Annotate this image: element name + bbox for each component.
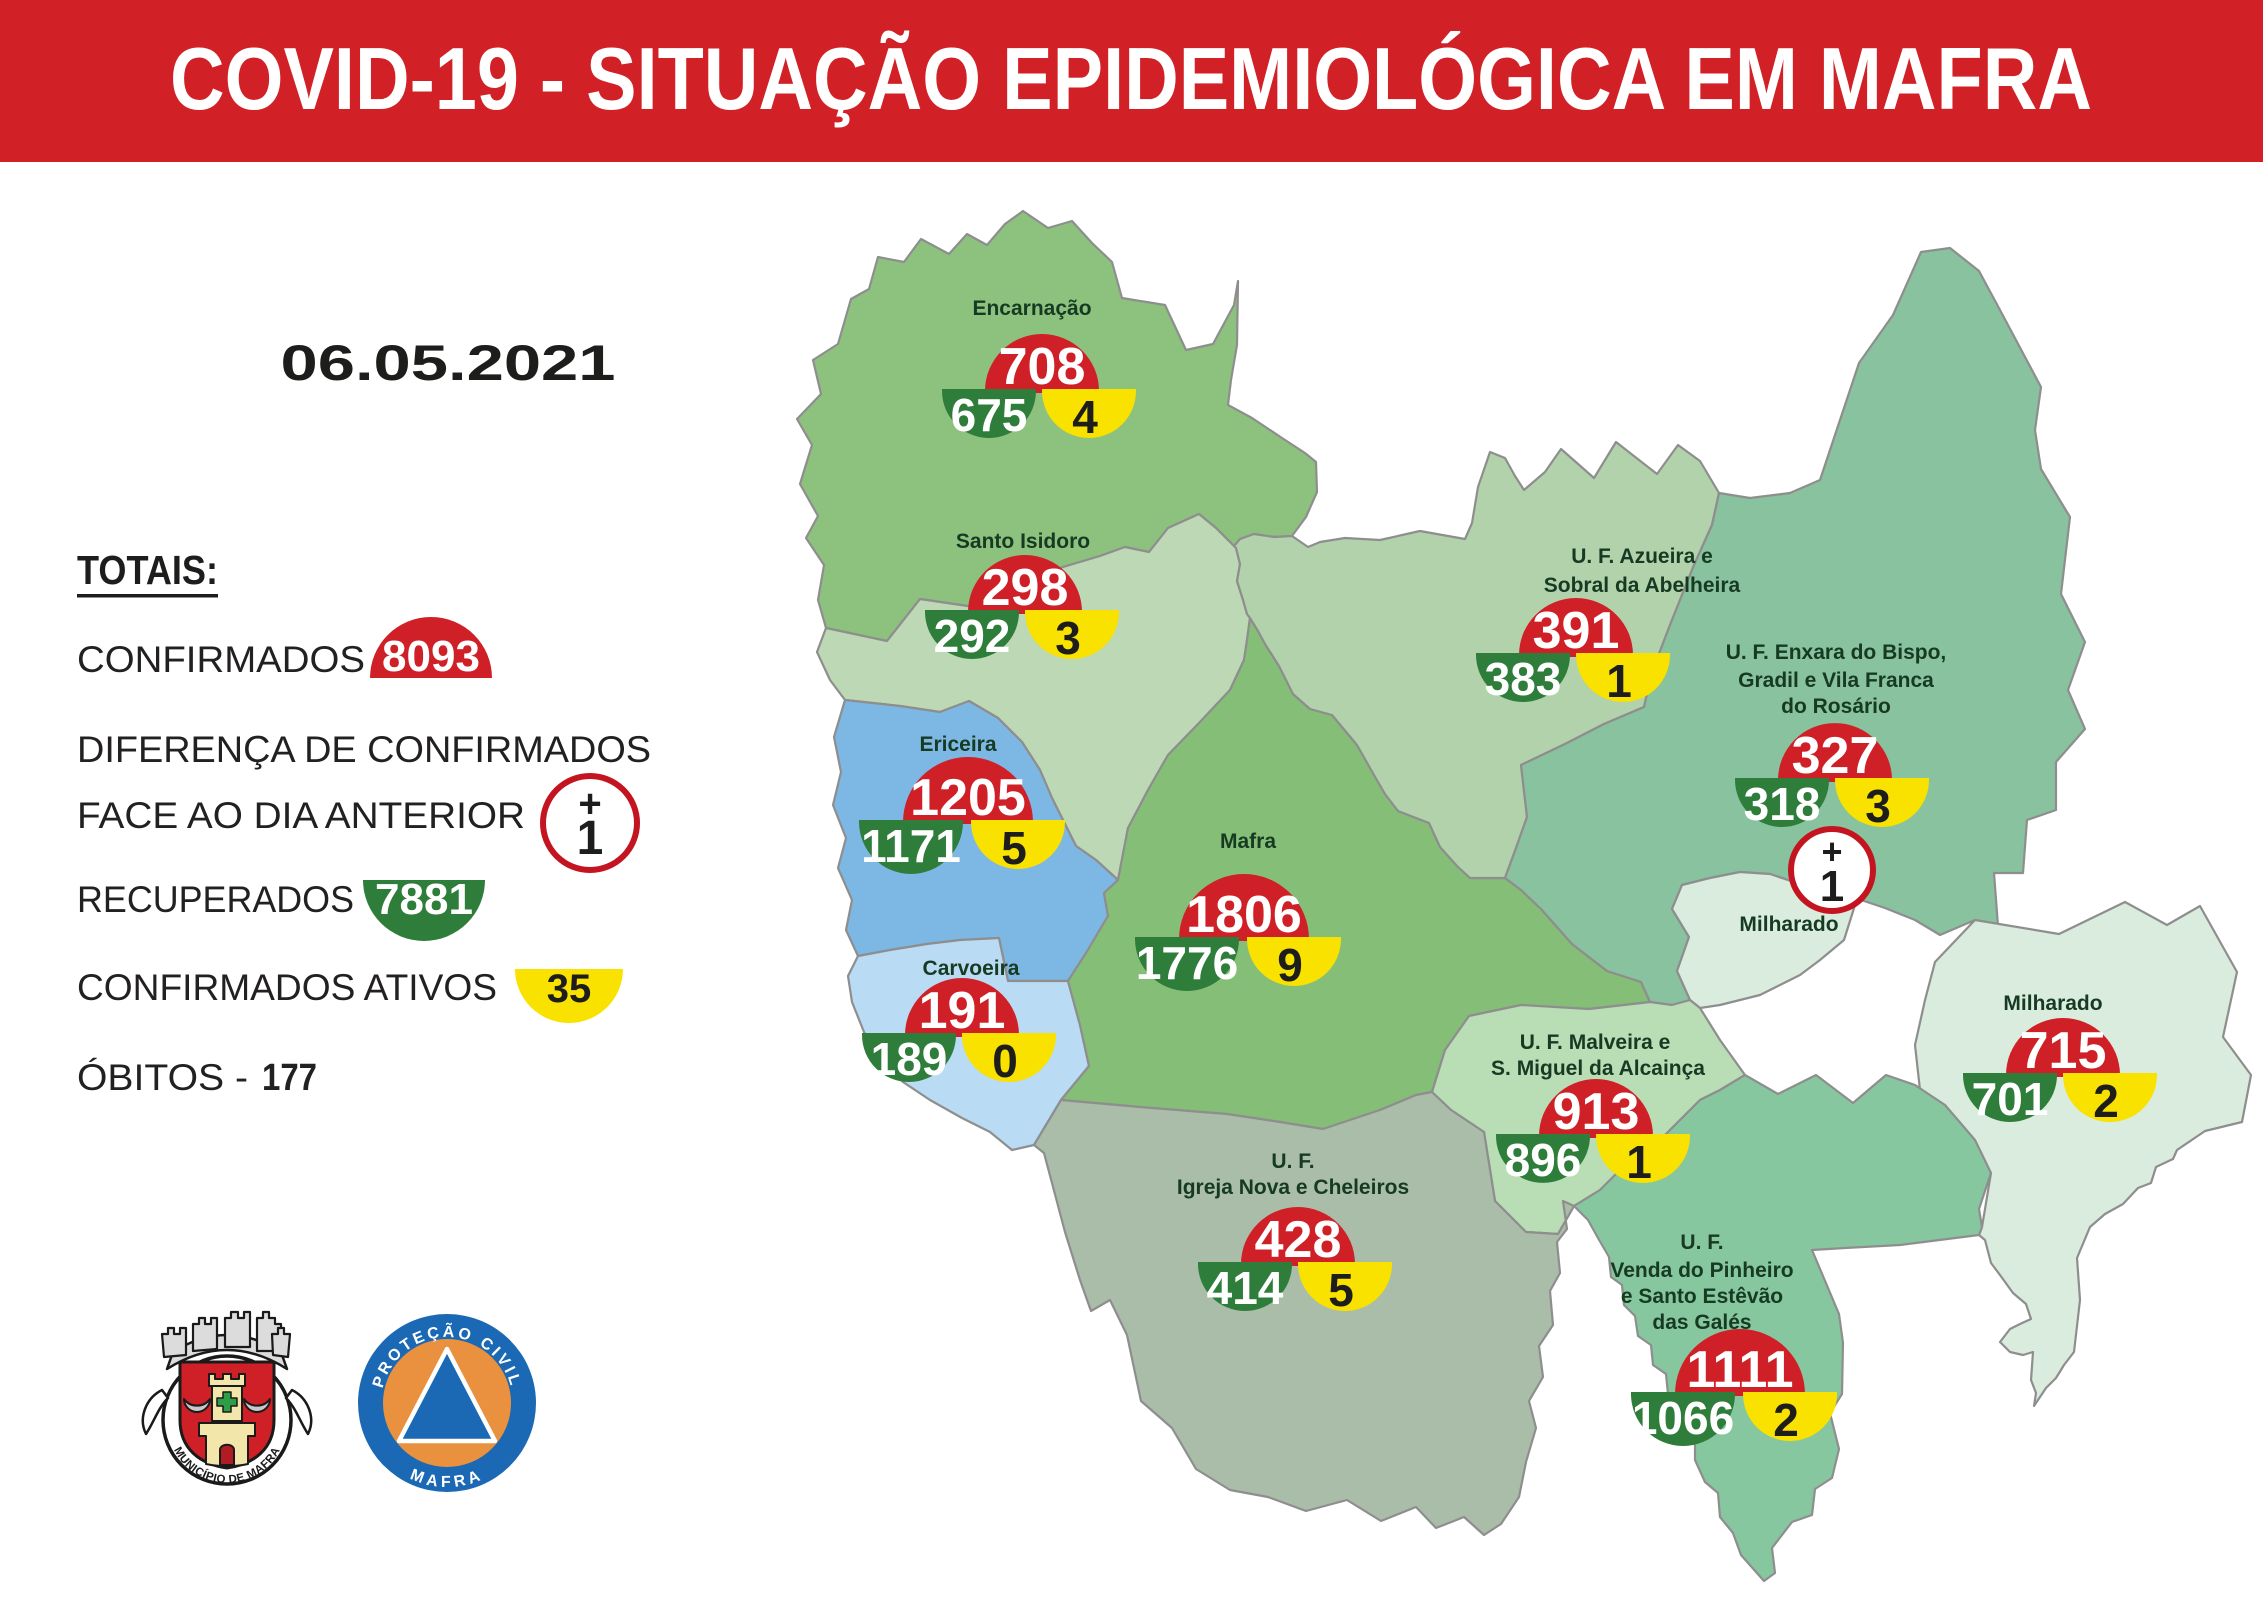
svg-text:U. F. Enxara do Bispo,: U. F. Enxara do Bispo,	[1726, 641, 1947, 664]
svg-text:1: 1	[577, 812, 604, 865]
svg-text:2: 2	[1773, 1394, 1799, 1446]
svg-text:ÓBITOS -: ÓBITOS -	[77, 1057, 248, 1098]
svg-text:2: 2	[2093, 1075, 2119, 1127]
svg-text:DIFERENÇA DE CONFIRMADOS: DIFERENÇA DE CONFIRMADOS	[77, 729, 651, 770]
svg-text:9: 9	[1277, 939, 1303, 991]
svg-text:+: +	[1821, 831, 1842, 872]
svg-text:35: 35	[547, 967, 592, 1011]
svg-text:CONFIRMADOS: CONFIRMADOS	[77, 639, 365, 680]
svg-text:414: 414	[1207, 1262, 1284, 1314]
svg-text:Sobral da Abelheira: Sobral da Abelheira	[1544, 574, 1741, 597]
svg-text:701: 701	[1972, 1073, 2049, 1125]
svg-text:+: +	[578, 782, 601, 826]
svg-text:FACE AO DIA ANTERIOR: FACE AO DIA ANTERIOR	[77, 795, 525, 836]
svg-text:5: 5	[1328, 1264, 1354, 1316]
svg-text:1066: 1066	[1632, 1392, 1734, 1444]
svg-text:189: 189	[871, 1033, 948, 1085]
svg-text:U. F. Azueira e: U. F. Azueira e	[1571, 545, 1713, 568]
svg-text:U. F. Malveira e: U. F. Malveira e	[1520, 1031, 1671, 1054]
svg-text:06.05.2021: 06.05.2021	[281, 335, 616, 391]
svg-text:318: 318	[1744, 778, 1821, 830]
svg-text:292: 292	[934, 610, 1011, 662]
svg-text:5: 5	[1001, 822, 1027, 874]
svg-text:1806: 1806	[1186, 886, 1302, 944]
svg-text:COVID-19 - SITUAÇÃO EPIDEMIOLÓ: COVID-19 - SITUAÇÃO EPIDEMIOLÓGICA EM MA…	[170, 29, 2092, 128]
svg-text:428: 428	[1255, 1211, 1342, 1269]
svg-text:715: 715	[2020, 1022, 2107, 1080]
svg-text:RECUPERADOS: RECUPERADOS	[77, 879, 354, 920]
svg-text:913: 913	[1553, 1083, 1640, 1141]
svg-text:U. F.: U. F.	[1680, 1231, 1723, 1254]
svg-text:Ericeira: Ericeira	[919, 733, 996, 756]
svg-text:0: 0	[992, 1035, 1018, 1087]
svg-text:Carvoeira: Carvoeira	[923, 957, 1020, 980]
svg-text:3: 3	[1865, 780, 1891, 832]
svg-text:7881: 7881	[375, 875, 473, 924]
svg-text:1: 1	[1626, 1136, 1652, 1188]
svg-text:191: 191	[919, 982, 1006, 1040]
svg-text:e Santo Estêvão: e Santo Estêvão	[1621, 1285, 1783, 1308]
svg-text:U. F.: U. F.	[1271, 1150, 1314, 1173]
svg-text:675: 675	[951, 389, 1028, 441]
svg-text:Igreja Nova e Cheleiros: Igreja Nova e Cheleiros	[1177, 1176, 1409, 1199]
svg-text:383: 383	[1485, 653, 1562, 705]
svg-text:1205: 1205	[910, 769, 1026, 827]
svg-text:CONFIRMADOS ATIVOS: CONFIRMADOS ATIVOS	[77, 967, 497, 1008]
svg-text:S. Miguel da Alcainça: S. Miguel da Alcainça	[1491, 1057, 1705, 1080]
svg-text:Milharado: Milharado	[2003, 992, 2102, 1015]
svg-text:1: 1	[1606, 655, 1632, 707]
svg-text:Encarnação: Encarnação	[972, 297, 1091, 320]
svg-text:1111: 1111	[1686, 1341, 1793, 1399]
svg-text:TOTAIS:: TOTAIS:	[77, 547, 218, 593]
svg-text:4: 4	[1072, 391, 1098, 443]
svg-text:298: 298	[982, 559, 1069, 617]
svg-text:das Galés: das Galés	[1652, 1311, 1751, 1334]
svg-text:708: 708	[999, 338, 1086, 396]
svg-text:8093: 8093	[382, 632, 480, 681]
svg-text:391: 391	[1533, 602, 1620, 660]
svg-text:3: 3	[1055, 612, 1081, 664]
svg-text:do Rosário: do Rosário	[1781, 695, 1891, 718]
svg-text:Santo Isidoro: Santo Isidoro	[956, 530, 1090, 553]
svg-text:1776: 1776	[1136, 937, 1238, 989]
svg-text:177: 177	[262, 1057, 317, 1099]
svg-text:Milharado: Milharado	[1739, 913, 1838, 936]
svg-text:Mafra: Mafra	[1220, 830, 1276, 853]
svg-text:1: 1	[1820, 862, 1844, 911]
svg-text:1171: 1171	[861, 820, 961, 872]
svg-text:Gradil e Vila Franca: Gradil e Vila Franca	[1738, 669, 1934, 692]
svg-text:Venda do Pinheiro: Venda do Pinheiro	[1610, 1259, 1793, 1282]
svg-text:896: 896	[1505, 1134, 1582, 1186]
svg-text:327: 327	[1792, 727, 1879, 785]
